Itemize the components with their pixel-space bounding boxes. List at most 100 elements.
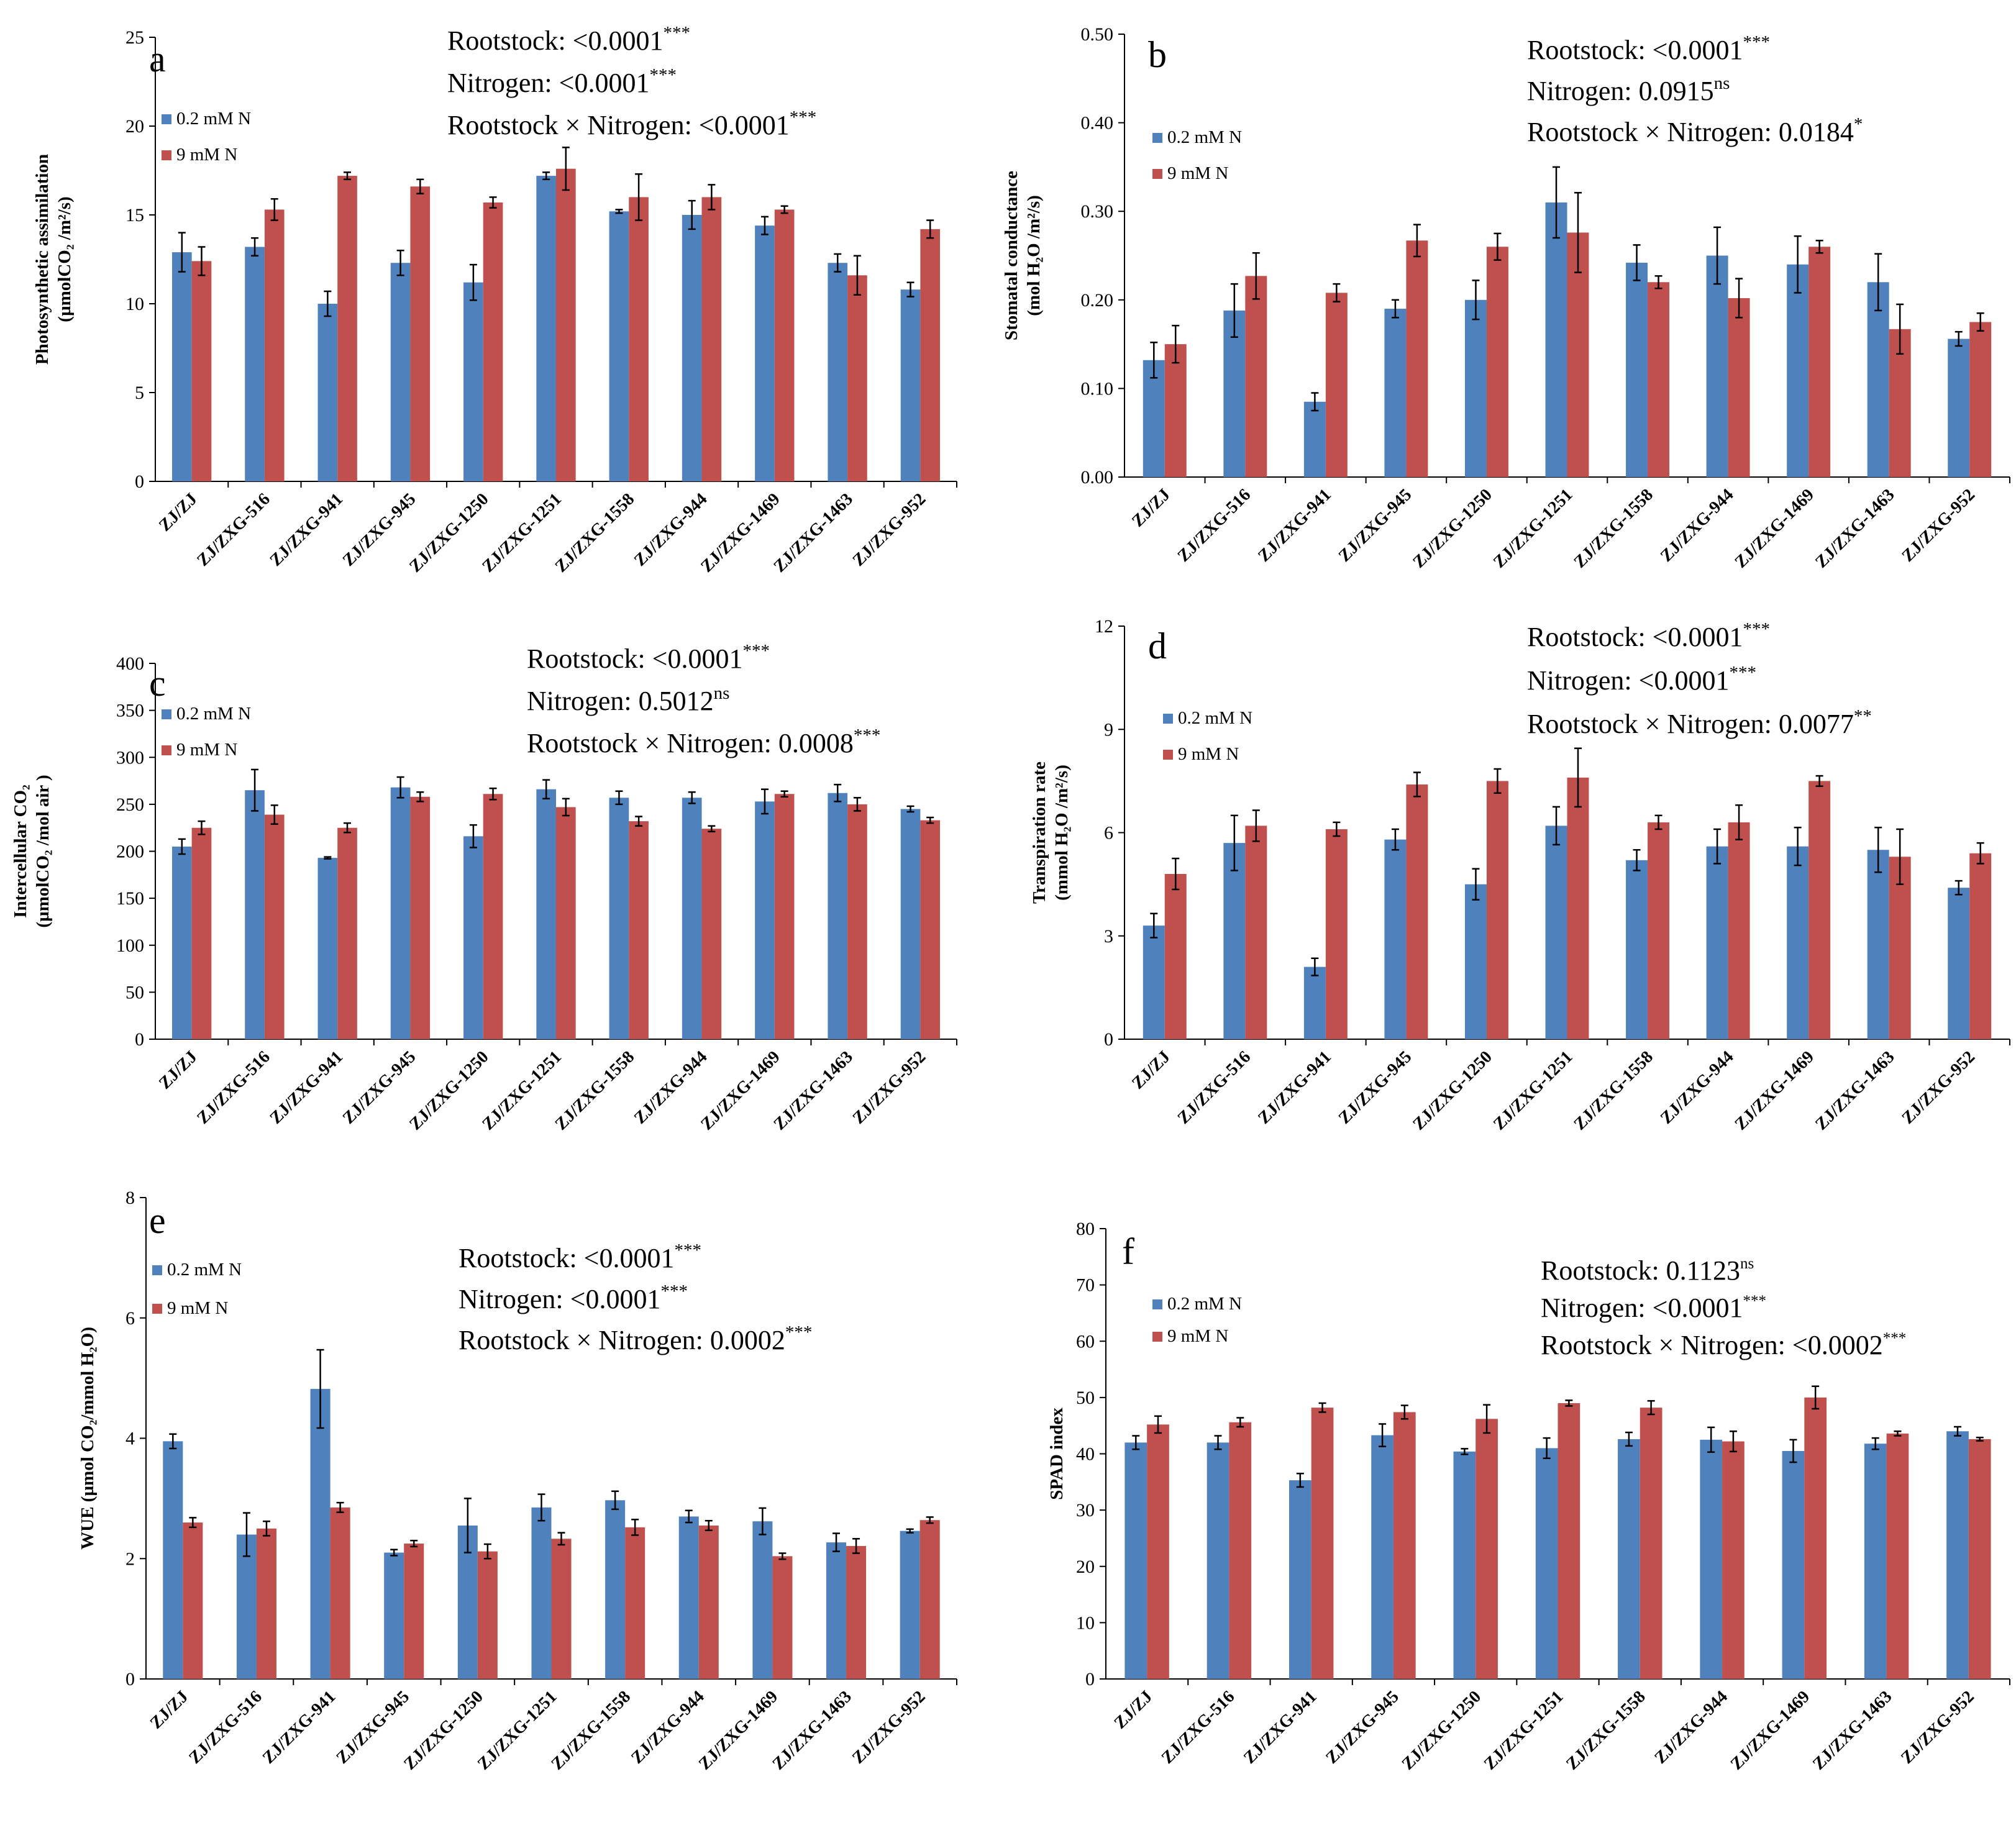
category-label: ZJ/ZXG-1558: [1570, 1047, 1657, 1134]
bar-high-n: [404, 1544, 424, 1679]
bar-low-n: [1384, 839, 1407, 1039]
y-tick-label: 0.10: [1081, 378, 1114, 399]
legend-swatch: [1152, 169, 1162, 179]
legend-label: 0.2 mM N: [176, 704, 251, 724]
bar-high-n: [1325, 829, 1348, 1039]
bar-low-n: [1782, 1450, 1805, 1679]
bar-low-n: [163, 1441, 183, 1679]
y-tick-label: 0: [135, 471, 144, 492]
bar-high-n: [183, 1522, 203, 1679]
stats-line: Nitrogen: 0.0915ns: [1527, 73, 1730, 106]
bar-low-n: [1867, 850, 1889, 1039]
bar-high-n: [410, 796, 431, 1039]
bar-low-n: [755, 225, 775, 481]
bar-low-n: [682, 215, 702, 481]
bar-high-n: [701, 197, 722, 481]
bar-high-n: [1406, 240, 1428, 477]
significance-mark: ***: [649, 65, 677, 85]
bar-low-n: [1787, 264, 1809, 477]
category-label: ZJ/ZJ: [1128, 1047, 1174, 1093]
bar-high-n: [919, 1520, 940, 1679]
legend-label: 0.2 mM N: [1178, 708, 1252, 728]
y-tick-label: 0.40: [1081, 113, 1114, 134]
y-tick-label: 20: [125, 116, 144, 137]
category-label: ZJ/ZXG-1463: [769, 1687, 855, 1774]
bar-high-n: [920, 229, 941, 481]
panel-letter: e: [149, 1200, 166, 1241]
bar-high-n: [483, 202, 503, 481]
bar-low-n: [1700, 1439, 1723, 1679]
category-label: ZJ/ZXG-952: [849, 489, 930, 570]
legend-label: 9 mM N: [1178, 744, 1239, 764]
y-axis-label: (mmol H₂O /m²/s): [1052, 765, 1072, 901]
y-tick-label: 0.30: [1081, 201, 1114, 222]
category-label: ZJ/ZXG-944: [1651, 1687, 1731, 1768]
bar-low-n: [1545, 202, 1567, 477]
category-label: ZJ/ZXG-1469: [1731, 1047, 1818, 1134]
significance-mark: *: [1854, 114, 1863, 134]
bar-high-n: [1886, 1433, 1909, 1679]
category-label: ZJ/ZXG-516: [1174, 1047, 1255, 1128]
legend-swatch: [1152, 1299, 1162, 1309]
y-tick-label: 12: [1095, 616, 1113, 637]
bar-low-n: [317, 304, 338, 481]
significance-mark: ***: [1743, 1293, 1766, 1309]
legend-swatch: [1152, 1332, 1162, 1342]
y-tick-label: 8: [125, 1188, 135, 1208]
y-tick-label: 150: [116, 888, 144, 909]
bar-low-n: [463, 282, 483, 481]
category-label: ZJ/ZXG-1251: [1490, 1047, 1577, 1134]
bar-high-n: [483, 794, 503, 1039]
bar-low-n: [536, 176, 556, 481]
y-axis-label: (µmolCO₂ /m²/s): [55, 196, 75, 322]
bar-high-n: [629, 821, 649, 1039]
legend-swatch: [1163, 750, 1173, 760]
bar-high-n: [1486, 781, 1508, 1039]
bar-low-n: [609, 211, 629, 481]
category-label: ZJ/ZXG-945: [1335, 485, 1416, 566]
category-label: ZJ/ZXG-516: [1174, 485, 1255, 566]
stats-line: Rootstock: <0.0001***: [1527, 32, 1770, 65]
panel-f: 0 10 20 30 40 50 60 70 80 SPAD index ZJ/ZJ ZJ/ZXG-5…: [1047, 1219, 2010, 1774]
significance-mark: ***: [660, 1281, 688, 1301]
category-label: ZJ/ZXG-516: [193, 1047, 274, 1128]
category-label: ZJ/ZXG-1251: [1480, 1687, 1567, 1774]
bar-low-n: [245, 247, 265, 481]
bar-high-n: [1969, 322, 1992, 477]
bar-high-n: [1476, 1419, 1498, 1679]
category-label: ZJ/ZXG-952: [849, 1687, 929, 1768]
bar-high-n: [1147, 1424, 1169, 1679]
bar-low-n: [310, 1389, 331, 1679]
bar-high-n: [698, 1525, 719, 1679]
bar-low-n: [1223, 310, 1246, 477]
panel-a: 0 5 10 15 20 25 Photosynthetic assimilation (µm…: [32, 23, 957, 576]
bar-high-n: [1558, 1403, 1580, 1679]
stats-line: Rootstock: <0.0001***: [1527, 619, 1770, 652]
legend-label: 9 mM N: [1167, 163, 1228, 183]
bar-high-n: [847, 804, 867, 1039]
bar-low-n: [1618, 1439, 1640, 1679]
panel-b: 0.00 0.10 0.20 0.30 0.40 0.50 Stomatal conduct…: [1001, 24, 2010, 572]
bar-low-n: [1626, 262, 1648, 477]
bar-high-n: [701, 829, 722, 1039]
y-tick-label: 400: [116, 653, 144, 674]
significance-mark: **: [1854, 706, 1872, 726]
bar-high-n: [1722, 1441, 1745, 1679]
category-label: ZJ/ZXG-945: [339, 1047, 420, 1128]
bar-low-n: [1706, 255, 1728, 477]
panel-letter: f: [1122, 1231, 1134, 1272]
bar-low-n: [171, 252, 192, 481]
bar-low-n: [755, 801, 775, 1039]
bar-low-n: [605, 1500, 626, 1679]
stats-line: Rootstock × Nitrogen: 0.0077**: [1527, 706, 1872, 739]
stats-line: Rootstock: 0.1123ns: [1541, 1255, 1754, 1286]
bar-low-n: [1706, 846, 1728, 1039]
category-label: ZJ/ZXG-516: [1158, 1687, 1239, 1768]
category-label: ZJ/ZXG-941: [1254, 485, 1335, 566]
bar-high-n: [410, 186, 431, 481]
category-label: ZJ/ZJ: [1110, 1687, 1156, 1733]
y-tick-label: 0: [1085, 1669, 1095, 1690]
category-label: ZJ/ZXG-944: [1657, 1047, 1738, 1128]
significance-mark: ns: [714, 683, 730, 703]
stats-line: Rootstock: <0.0001***: [458, 1240, 701, 1273]
